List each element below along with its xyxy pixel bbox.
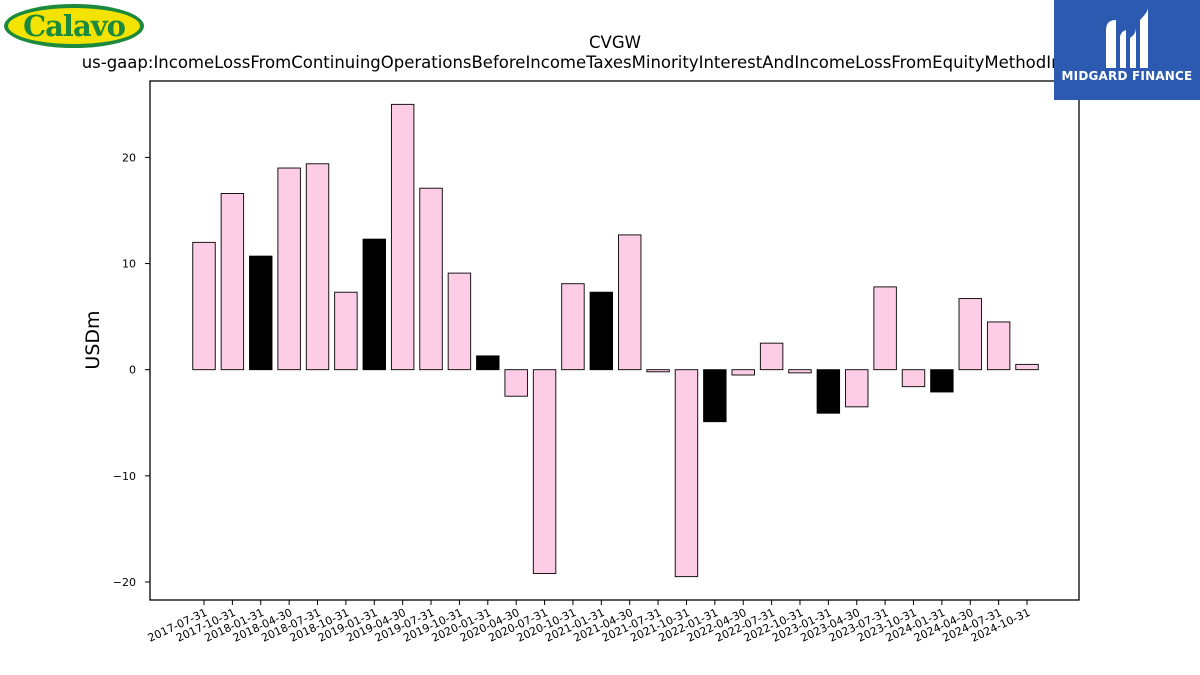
y-tick-label: 0 xyxy=(129,364,136,377)
bar xyxy=(220,193,245,371)
bar xyxy=(816,369,841,414)
bar xyxy=(731,369,755,376)
bar xyxy=(192,241,216,371)
midgard-mark-icon xyxy=(1106,8,1148,68)
bar xyxy=(1015,363,1039,371)
midgard-finance-wordmark: MIDGARD FINANCE xyxy=(1061,69,1193,83)
bar xyxy=(589,291,614,371)
calavo-logo: Calavo xyxy=(4,4,144,48)
x-axis-ticks: 2017-07-312017-10-312018-01-312018-04-30… xyxy=(146,600,1032,645)
calavo-logo-word: Calavo xyxy=(23,8,126,43)
bar xyxy=(277,167,301,371)
bar xyxy=(476,355,500,371)
bar xyxy=(532,369,557,574)
bar xyxy=(447,272,472,371)
bar xyxy=(618,234,642,371)
bar xyxy=(674,369,699,578)
calavo-logo-oval: Calavo xyxy=(8,8,140,44)
bar xyxy=(703,369,727,423)
bar xyxy=(561,283,585,371)
y-axis-label: USDm xyxy=(82,310,104,369)
bar xyxy=(362,238,386,371)
bar xyxy=(305,163,330,371)
bar xyxy=(901,369,926,388)
chart-title: CVGW xyxy=(589,33,641,52)
bar xyxy=(390,103,415,371)
y-tick-label: 10 xyxy=(122,258,136,271)
bar xyxy=(986,321,1011,371)
plot-area-frame xyxy=(149,80,1080,601)
bars-group xyxy=(192,103,1039,578)
y-axis-ticks: −20 −10 0 10 20 xyxy=(113,151,150,589)
y-tick-label: −20 xyxy=(113,576,136,589)
bar xyxy=(788,369,812,374)
midgard-finance-logo: MIDGARD FINANCE xyxy=(1054,0,1200,100)
bar xyxy=(759,342,784,371)
chart-subtitle: us-gaap:IncomeLossFromContinuingOperatio… xyxy=(82,53,1149,72)
bar xyxy=(845,369,869,408)
y-tick-label: 20 xyxy=(122,151,136,164)
bar xyxy=(930,369,954,393)
y-tick-label: −10 xyxy=(113,470,136,483)
bar xyxy=(334,291,358,371)
bar xyxy=(873,286,897,371)
bar xyxy=(419,187,443,371)
bar xyxy=(249,255,273,371)
bar xyxy=(958,298,982,371)
bar xyxy=(646,369,670,373)
bar xyxy=(504,369,528,397)
